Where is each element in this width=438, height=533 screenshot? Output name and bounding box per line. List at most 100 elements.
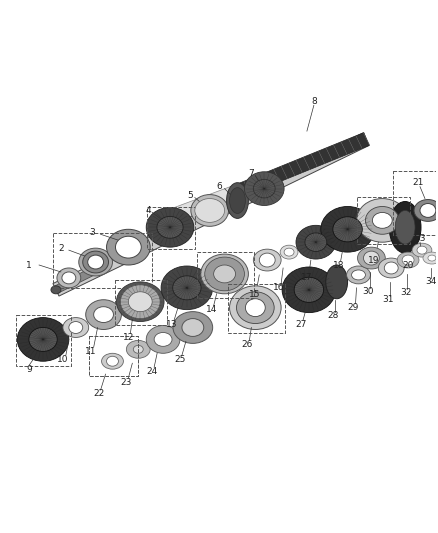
Ellipse shape [214,265,236,283]
Text: 21: 21 [412,178,424,187]
Ellipse shape [63,318,88,337]
Ellipse shape [397,252,419,268]
Ellipse shape [86,300,121,329]
Text: 29: 29 [348,303,359,312]
Ellipse shape [127,341,150,358]
Text: 4: 4 [145,206,151,215]
Ellipse shape [29,327,57,351]
Ellipse shape [211,262,238,286]
Ellipse shape [259,253,275,267]
Ellipse shape [321,206,374,252]
Ellipse shape [157,216,183,238]
Ellipse shape [395,211,415,244]
Ellipse shape [154,333,172,346]
Text: 25: 25 [174,355,186,364]
Ellipse shape [402,255,414,265]
Text: 27: 27 [295,320,307,329]
Ellipse shape [412,243,432,257]
Ellipse shape [51,286,61,294]
Text: 7: 7 [248,169,254,178]
Ellipse shape [106,356,118,366]
Text: 10: 10 [57,355,69,364]
Ellipse shape [364,251,379,265]
Text: 20: 20 [403,261,414,270]
Ellipse shape [284,248,294,256]
Text: 6: 6 [217,182,223,191]
Text: 33: 33 [414,234,426,243]
Ellipse shape [117,282,164,321]
Ellipse shape [195,199,225,222]
Bar [116,280,167,325]
Ellipse shape [378,258,404,278]
Ellipse shape [230,286,281,329]
Text: 28: 28 [327,311,339,320]
Ellipse shape [94,306,113,322]
Bar [16,314,71,366]
Polygon shape [53,133,370,296]
Ellipse shape [357,247,385,269]
Ellipse shape [420,204,436,217]
Ellipse shape [201,254,248,294]
Ellipse shape [79,248,113,276]
Ellipse shape [62,272,76,284]
Ellipse shape [88,255,103,269]
Bar [357,197,410,244]
Text: 32: 32 [400,288,412,297]
Text: 26: 26 [242,340,253,349]
Polygon shape [54,266,97,293]
Ellipse shape [414,199,438,221]
Ellipse shape [17,318,69,361]
Ellipse shape [357,199,408,242]
Bar [88,336,138,376]
Ellipse shape [173,312,213,343]
Ellipse shape [200,203,219,219]
Text: 18: 18 [333,261,344,270]
Text: 8: 8 [311,97,317,106]
Ellipse shape [237,292,274,324]
Ellipse shape [389,201,421,253]
Ellipse shape [368,208,396,232]
Ellipse shape [128,292,152,312]
Ellipse shape [305,233,327,252]
Text: 9: 9 [26,365,32,374]
Bar [393,171,436,235]
Ellipse shape [253,249,281,271]
Ellipse shape [294,277,324,302]
Ellipse shape [161,266,213,310]
Ellipse shape [173,276,201,300]
Ellipse shape [146,326,180,353]
Text: 3: 3 [90,228,95,237]
Ellipse shape [365,206,399,235]
Text: 31: 31 [382,295,394,304]
Ellipse shape [333,217,362,242]
Text: 14: 14 [206,305,217,314]
Ellipse shape [226,183,248,219]
Ellipse shape [146,207,194,247]
Ellipse shape [120,285,160,319]
Ellipse shape [417,246,427,254]
Ellipse shape [191,195,229,227]
Text: 30: 30 [363,287,374,296]
Ellipse shape [245,298,265,317]
Ellipse shape [346,266,371,284]
Bar [197,252,254,298]
Ellipse shape [205,257,244,291]
Ellipse shape [106,229,150,265]
Text: 1: 1 [26,261,32,270]
Ellipse shape [296,225,336,259]
Bar [147,207,195,249]
Ellipse shape [282,267,336,313]
Ellipse shape [133,345,143,353]
Bar [88,336,138,376]
Polygon shape [237,133,369,197]
Ellipse shape [83,251,109,273]
Ellipse shape [116,236,141,258]
Text: 23: 23 [121,377,132,386]
Text: 17: 17 [301,273,313,282]
Ellipse shape [384,262,398,274]
Bar [53,233,152,288]
Ellipse shape [127,291,153,313]
Polygon shape [162,184,242,225]
Text: 34: 34 [425,277,437,286]
Ellipse shape [240,295,270,320]
